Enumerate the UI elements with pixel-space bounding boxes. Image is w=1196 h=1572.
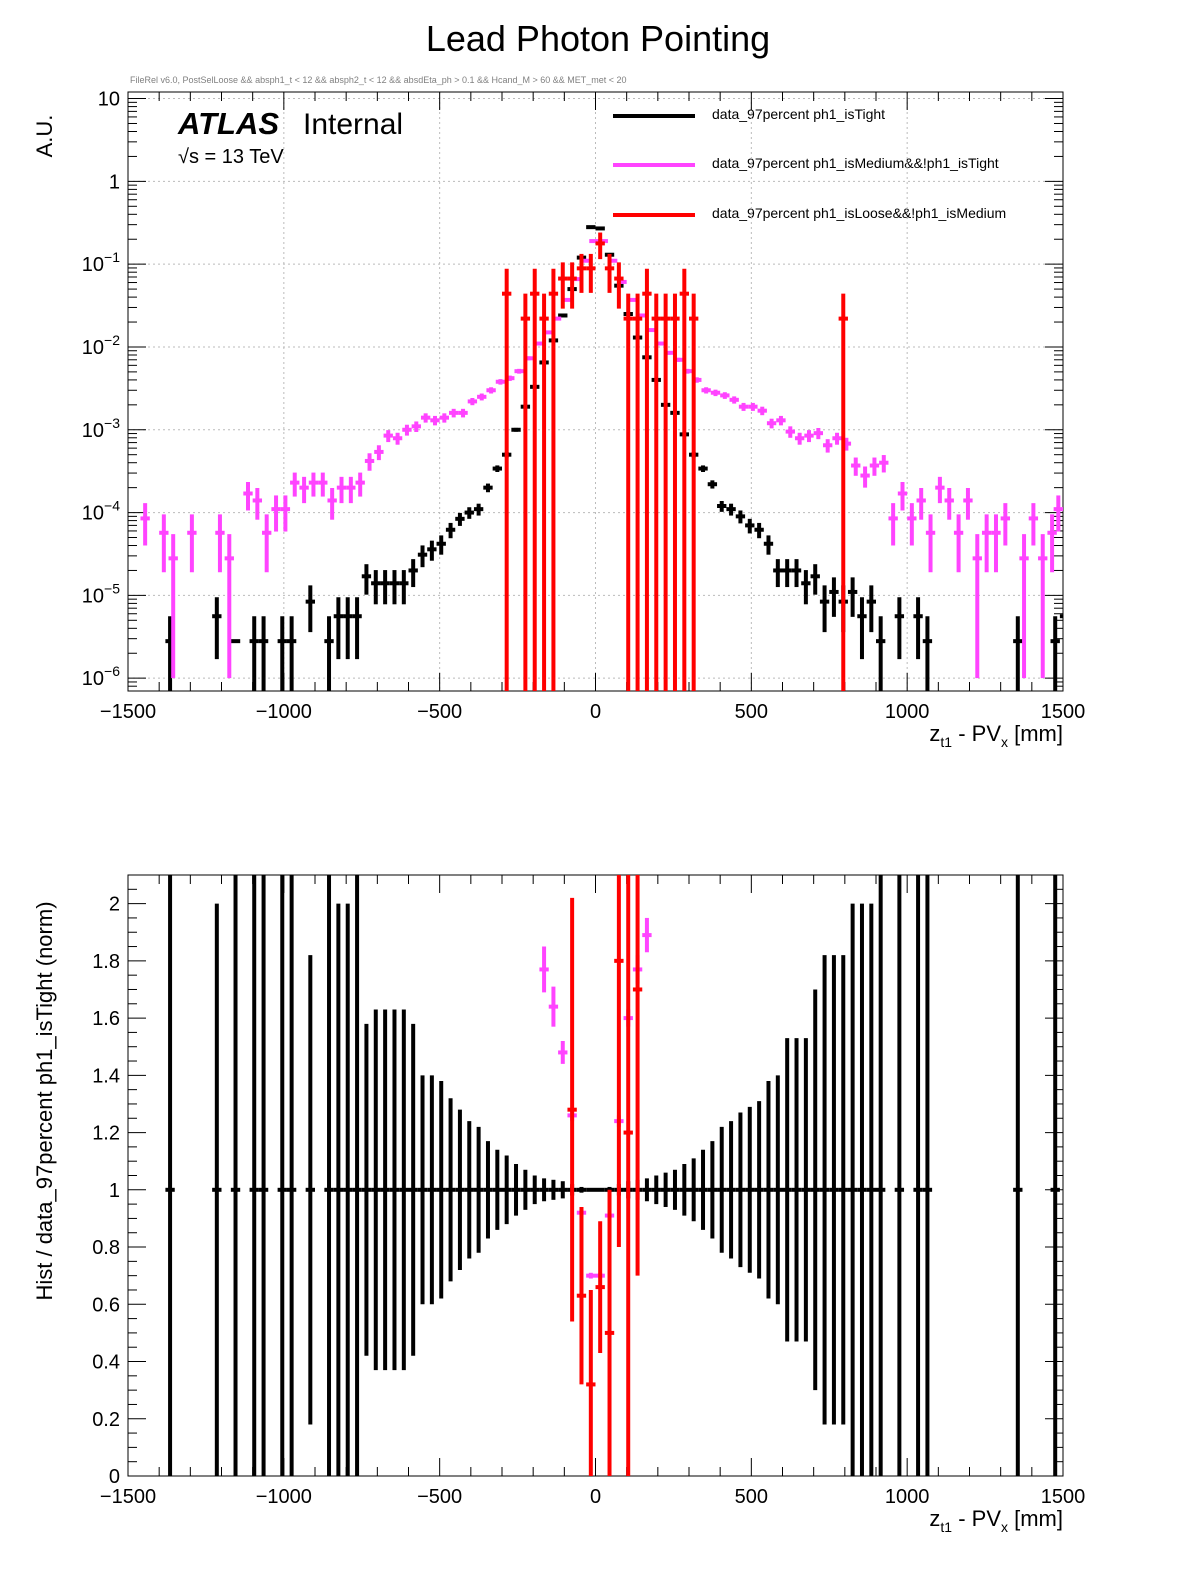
y-tick-label: 10 (98, 89, 120, 111)
x-tick-label: 500 (735, 701, 768, 723)
y-axis-title: A.U. (32, 115, 57, 158)
selection-cuts-text: FileRel v6.0, PostSelLoose && absph1_t <… (130, 75, 627, 85)
x-tick-label: 0 (590, 701, 601, 723)
y-tick-label: 10−4 (82, 498, 120, 525)
y-tick-label: 10−1 (82, 249, 120, 276)
x-tick-label: −1000 (256, 1486, 312, 1508)
x-tick-label: −1500 (100, 1486, 156, 1508)
y-tick-label: 1.8 (92, 951, 120, 973)
y-tick-label: 0.6 (92, 1294, 120, 1316)
legend-label-medium: data_97percent ph1_isMedium&&!ph1_isTigh… (712, 155, 999, 171)
x-tick-label: −500 (417, 1486, 462, 1508)
series-group (140, 225, 1063, 691)
x-axis-title: zt1 - PVx [mm] (929, 721, 1063, 750)
legend-swatch-tight (613, 114, 695, 118)
y-tick-label: 2 (109, 894, 120, 916)
y-tick-label: 10−5 (82, 580, 120, 607)
x-tick-label: 0 (590, 1486, 601, 1508)
y-tick-label: 1.2 (92, 1123, 120, 1145)
x-tick-label: 1000 (885, 1486, 930, 1508)
x-tick-label: 1500 (1041, 701, 1086, 723)
chart-title: Lead Photon Pointing (425, 18, 771, 59)
x-tick-label: −500 (417, 701, 462, 723)
y-tick-label: 0.4 (92, 1352, 120, 1374)
x-tick-label: −1500 (100, 701, 156, 723)
y-tick-label: 0.8 (92, 1237, 120, 1259)
y-tick-label: 1 (109, 1180, 120, 1202)
energy-label: √s = 13 TeV (178, 146, 284, 168)
legend-swatch-loose (613, 213, 695, 217)
y-tick-label: 1 (109, 171, 120, 193)
atlas-label: ATLAS (178, 106, 280, 141)
y-axis-title: Hist / data_97percent ph1_isTight (norm) (32, 901, 57, 1300)
x-tick-label: −1000 (256, 701, 312, 723)
legend-label-tight: data_97percent ph1_isTight (712, 106, 886, 122)
atlas-status-label: Internal (303, 108, 404, 141)
y-tick-label: 10−2 (82, 332, 120, 359)
y-tick-label: 10−3 (82, 415, 120, 442)
y-tick-label: 10−6 (82, 663, 120, 690)
series-group (165, 875, 1060, 1476)
x-tick-label: 500 (735, 1486, 768, 1508)
x-axis-title: zt1 - PVx [mm] (929, 1506, 1063, 1535)
x-tick-label: 1000 (885, 701, 930, 723)
y-tick-label: 0 (109, 1466, 120, 1488)
y-tick-label: 1.4 (92, 1065, 120, 1087)
y-tick-label: 0.2 (92, 1409, 120, 1431)
legend-swatch-medium (613, 163, 695, 167)
x-tick-label: 1500 (1041, 1486, 1086, 1508)
y-tick-label: 1.6 (92, 1008, 120, 1030)
legend-label-loose: data_97percent ph1_isLoose&&!ph1_isMediu… (712, 205, 1007, 221)
